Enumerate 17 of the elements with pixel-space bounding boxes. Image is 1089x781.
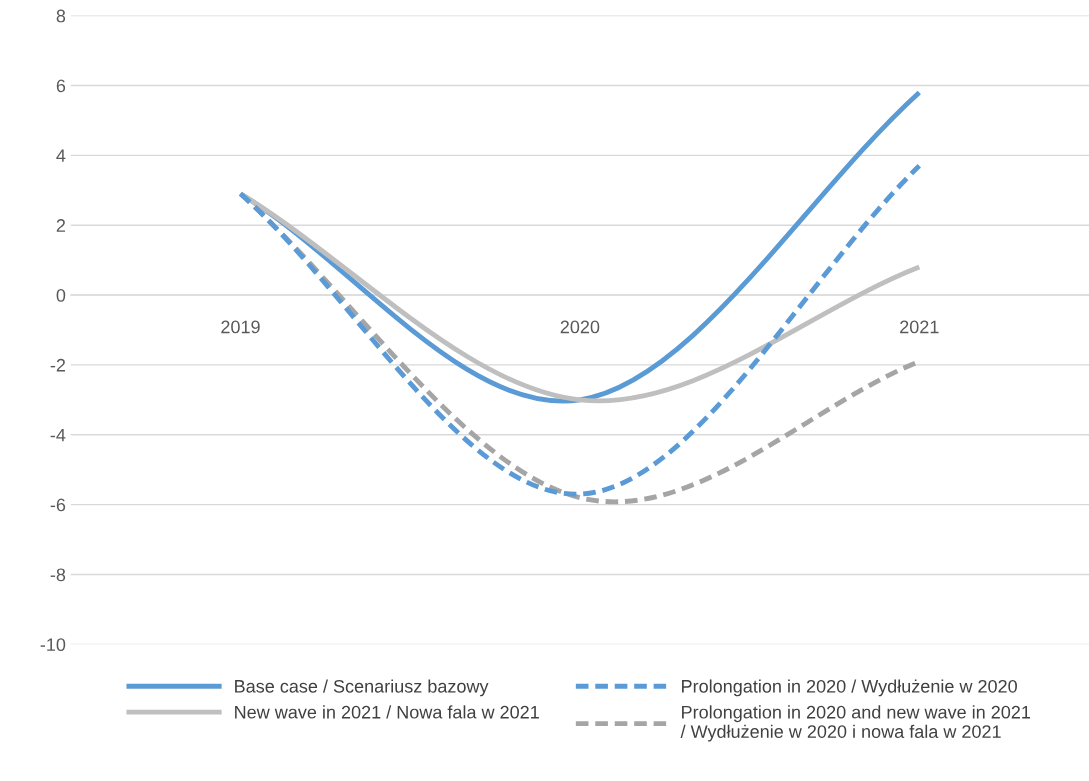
legend-label: Prolongation in 2020 / Wydłużenie w 2020 [682,679,1017,697]
x-tick-label: 2021 [900,320,939,334]
legend-label: Base case / Scenariusz bazowy [235,679,489,697]
y-tick-label: -2 [50,358,66,372]
y-tick-label: 6 [56,79,66,93]
y-tick-label: -8 [50,568,66,582]
y-tick-label: -6 [50,498,66,512]
y-tick-label: -4 [50,428,66,442]
y-tick-label: 4 [56,149,66,162]
y-tick-label: 8 [56,9,66,23]
y-tick-label: -10 [40,638,66,652]
x-tick-label: 2020 [560,320,600,334]
legend-label: New wave in 2021 / Nowa fala w 2021 [235,705,539,719]
x-tick-label: 2019 [221,320,260,334]
legend-label: Prolongation in 2020 and new wave in 2021 / Wydłużenie w 2020 i nowa fala w 2021 [680,705,1031,742]
y-tick-label: 2 [56,219,66,232]
y-tick-label: 0 [56,288,66,302]
